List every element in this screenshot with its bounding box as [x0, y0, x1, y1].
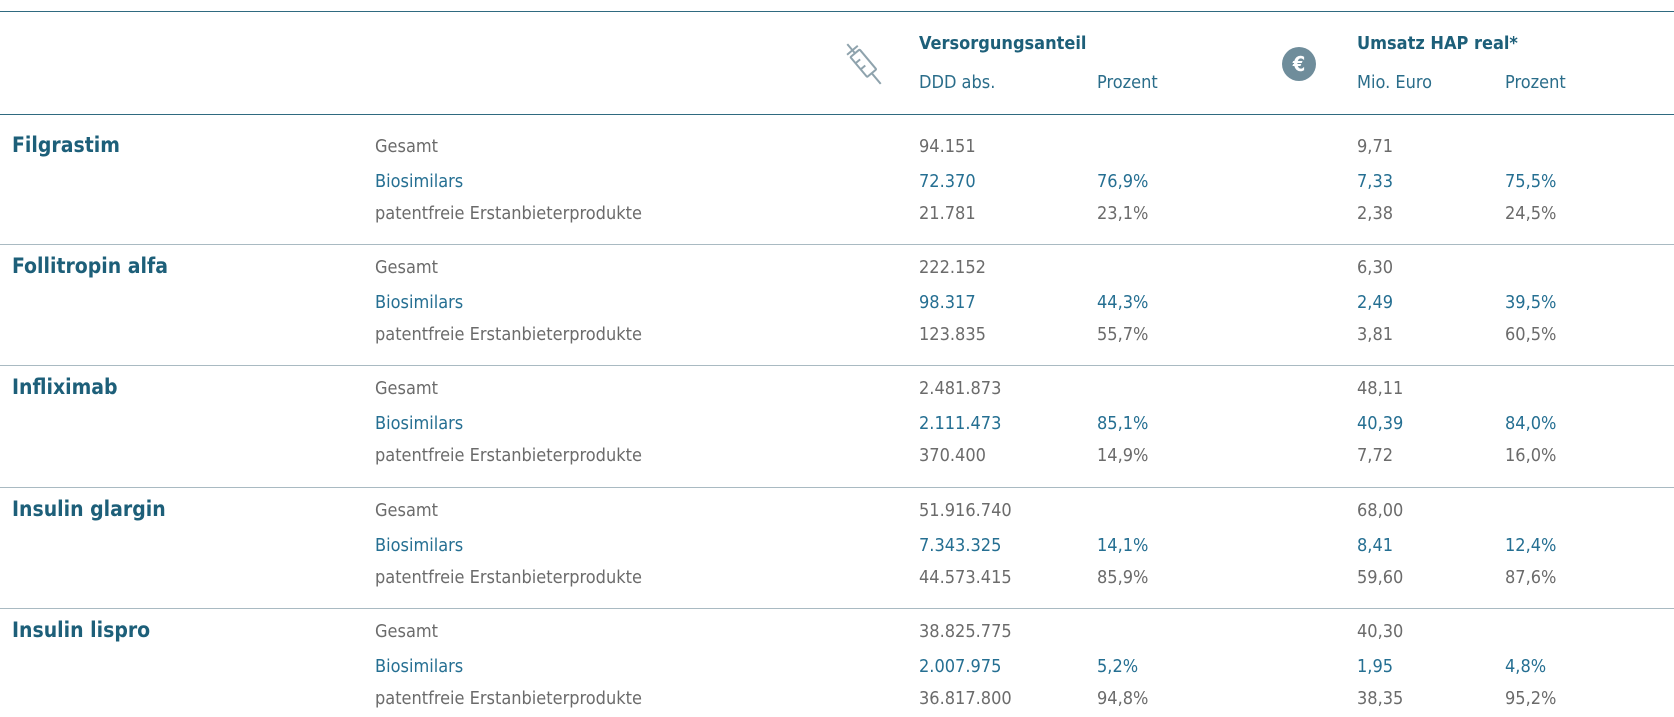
- cell: 76,9%: [1097, 171, 1149, 192]
- cell: 39,5%: [1505, 292, 1557, 314]
- cell: 68,00: [1357, 499, 1404, 521]
- cell: 8,41: [1357, 534, 1394, 556]
- row-separator: [0, 486, 1674, 488]
- cell: 94,8%: [1097, 687, 1149, 709]
- cell: 38.825.775: [919, 620, 1012, 642]
- cell: 21.781: [919, 203, 976, 224]
- row-separator: [0, 244, 1674, 246]
- cell: 2,49: [1357, 292, 1394, 314]
- col-group-title: Versorgungsanteil: [919, 33, 1087, 54]
- cell: 44.573.415: [919, 566, 1012, 588]
- cell: 40,30: [1357, 620, 1404, 642]
- cell: 98.317: [919, 292, 976, 314]
- row-label: Biosimilars: [375, 413, 464, 435]
- syringe-icon: [846, 43, 882, 85]
- cell: 4,8%: [1505, 655, 1547, 677]
- cell: 2.111.473: [919, 413, 1002, 435]
- cell: 2.007.975: [919, 655, 1002, 677]
- row-label: patentfreie Erstanbieterprodukte: [375, 203, 642, 224]
- cell: 95,2%: [1505, 687, 1557, 709]
- row-label: patentfreie Erstanbieterprodukte: [375, 566, 642, 588]
- cell: 72.370: [919, 171, 976, 192]
- cell: 85,1%: [1097, 413, 1149, 435]
- row-label: Gesamt: [375, 499, 438, 521]
- col-header: DDD abs.: [919, 72, 996, 93]
- col-group-title: Umsatz HAP real*: [1357, 33, 1518, 54]
- cell: 7.343.325: [919, 534, 1002, 556]
- col-header: Prozent: [1097, 72, 1158, 93]
- cell: 1,95: [1357, 655, 1394, 677]
- cell: 24,5%: [1505, 203, 1557, 224]
- cell: 59,60: [1357, 566, 1404, 588]
- cell: 75,5%: [1505, 171, 1557, 192]
- drug-name: Infliximab: [12, 375, 118, 400]
- row-label: Gesamt: [375, 136, 438, 157]
- cell: 87,6%: [1505, 566, 1557, 588]
- col-header: Prozent: [1505, 72, 1566, 93]
- cell: 51.916.740: [919, 499, 1012, 521]
- cell: 6,30: [1357, 257, 1394, 279]
- cell: 44,3%: [1097, 292, 1149, 314]
- row-label: patentfreie Erstanbieterprodukte: [375, 445, 642, 467]
- row-label: patentfreie Erstanbieterprodukte: [375, 324, 642, 346]
- cell: 16,0%: [1505, 445, 1557, 467]
- cell: 5,2%: [1097, 655, 1139, 677]
- row-label: Gesamt: [375, 620, 438, 642]
- drug-name: Filgrastim: [12, 133, 120, 157]
- cell: 7,33: [1357, 171, 1394, 192]
- cell: 14,1%: [1097, 534, 1149, 556]
- row-label: patentfreie Erstanbieterprodukte: [375, 687, 642, 709]
- row-label: Biosimilars: [375, 655, 464, 677]
- cell: 222.152: [919, 257, 986, 279]
- cell: 370.400: [919, 445, 986, 467]
- cell: 2,38: [1357, 203, 1394, 224]
- row-label: Gesamt: [375, 378, 438, 400]
- cell: 48,11: [1357, 378, 1404, 400]
- row-separator: [0, 365, 1674, 367]
- cell: 14,9%: [1097, 445, 1149, 467]
- drug-name: Insulin glargin: [12, 496, 166, 521]
- cell: 2.481.873: [919, 378, 1002, 400]
- row-label: Gesamt: [375, 257, 438, 279]
- row-label: Biosimilars: [375, 292, 464, 314]
- row-label: Biosimilars: [375, 171, 464, 192]
- cell: 23,1%: [1097, 203, 1149, 224]
- top-rule: [0, 11, 1674, 12]
- cell: 9,71: [1357, 136, 1394, 157]
- cell: 40,39: [1357, 413, 1404, 435]
- row-label: Biosimilars: [375, 534, 464, 556]
- header-rule: [0, 114, 1674, 115]
- cell: 12,4%: [1505, 534, 1557, 556]
- cell: 38,35: [1357, 687, 1404, 709]
- cell: 94.151: [919, 136, 976, 157]
- cell: 60,5%: [1505, 324, 1557, 346]
- cell: 55,7%: [1097, 324, 1149, 346]
- cell: 123.835: [919, 324, 986, 346]
- col-header: Mio. Euro: [1357, 72, 1433, 93]
- cell: 84,0%: [1505, 413, 1557, 435]
- drug-name: Insulin lispro: [12, 617, 151, 642]
- euro-icon: €: [1282, 47, 1316, 81]
- row-separator: [0, 607, 1674, 609]
- drug-name: Follitropin alfa: [12, 254, 168, 279]
- cell: 36.817.800: [919, 687, 1012, 709]
- cell: 3,81: [1357, 324, 1394, 346]
- cell: 7,72: [1357, 445, 1394, 467]
- cell: 85,9%: [1097, 566, 1149, 588]
